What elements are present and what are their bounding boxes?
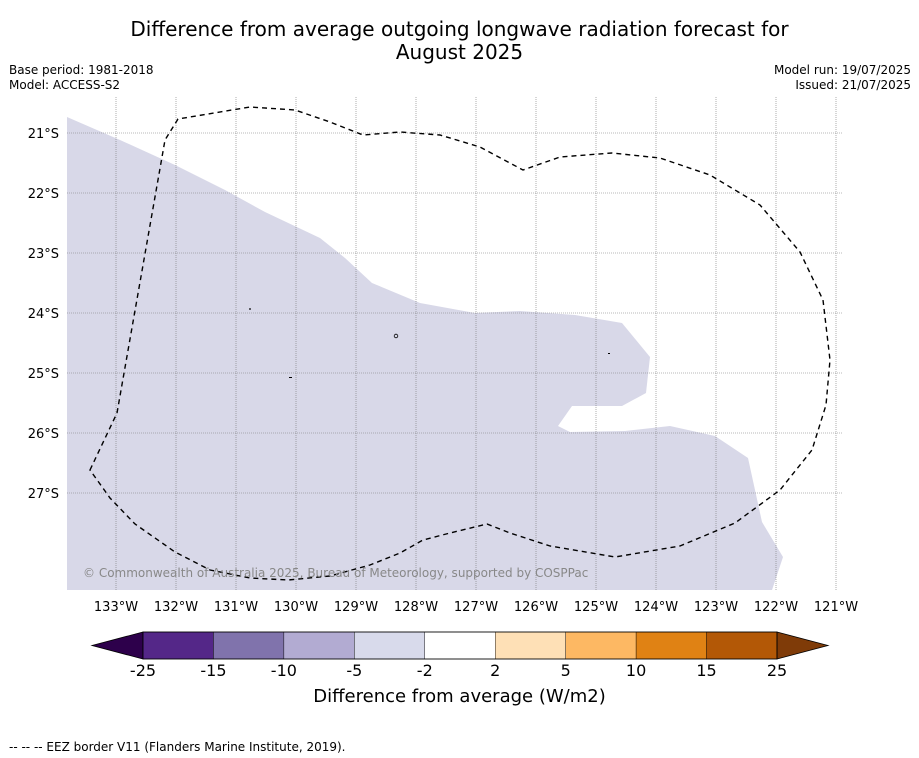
colorbar: [90, 631, 830, 660]
colorbar-bin: [424, 631, 496, 660]
chart-title-line-1: Difference from average outgoing longwav…: [130, 17, 789, 41]
eez-legend-footnote: -- -- -- EEZ border V11 (Flanders Marine…: [9, 740, 346, 754]
info-right: Model run: 19/07/2025 Issued: 21/07/2025: [774, 63, 911, 93]
map-artifacts: [249, 308, 610, 378]
latitude-label: 23°S: [28, 247, 59, 262]
colorbar-bin: [213, 631, 285, 660]
longitude-label: 127°W: [454, 600, 498, 615]
latitude-label: 27°S: [28, 487, 59, 502]
colorbar-tick-label: 5: [560, 661, 571, 680]
longitude-label: 125°W: [574, 600, 618, 615]
colorbar-bin: [635, 631, 707, 660]
colorbar-extend-low: [90, 631, 144, 660]
artifact-dash: [608, 353, 610, 354]
latitude-label: 22°S: [28, 187, 59, 202]
chart-title-line-2: August 2025: [395, 40, 524, 64]
colorbar-tick-label: 15: [696, 661, 717, 680]
colorbar-tick-label: 2: [490, 661, 501, 680]
colorbar-tick-label: -25: [129, 661, 157, 680]
longitude-label: 131°W: [214, 600, 258, 615]
model-text: Model: ACCESS-S2: [9, 78, 121, 92]
latitude-label: 25°S: [28, 367, 59, 382]
colorbar-tick-label: -5: [346, 661, 363, 680]
longitude-label: 124°W: [634, 600, 678, 615]
colorbar-bin: [706, 631, 778, 660]
colorbar-outline: [142, 631, 778, 660]
chart-title: Difference from average outgoing longwav…: [0, 18, 919, 64]
info-left: Base period: 1981-2018 Model: ACCESS-S2: [9, 63, 154, 93]
colorbar-title: Difference from average (W/m2): [313, 686, 606, 707]
longitude-label: 126°W: [514, 600, 558, 615]
longitude-label: 122°W: [754, 600, 798, 615]
base-period-text: Base period: 1981-2018: [9, 63, 154, 77]
longitude-label: 130°W: [274, 600, 318, 615]
longitude-label: 129°W: [334, 600, 378, 615]
anomaly-region: [67, 117, 783, 590]
colorbar-bin: [142, 631, 214, 660]
longitude-label: 133°W: [94, 600, 138, 615]
longitude-label: 128°W: [394, 600, 438, 615]
graticule: [67, 97, 843, 590]
artifact-ring: [393, 333, 399, 339]
colorbar-bin: [565, 631, 637, 660]
artifact-dot: [249, 308, 251, 310]
latitude-label: 21°S: [28, 127, 59, 142]
colorbar-tick-label: -15: [200, 661, 227, 680]
model-run-text: Model run: 19/07/2025: [773, 63, 911, 77]
map-area: © Commonwealth of Australia 2025, Bureau…: [67, 97, 843, 590]
colorbar-extend-high: [776, 631, 830, 660]
latitude-label: 26°S: [28, 427, 59, 442]
colorbar-bin: [283, 631, 355, 660]
longitude-label: 121°W: [814, 600, 858, 615]
issued-text: Issued: 21/07/2025: [795, 78, 911, 92]
longitude-axis: 133°W 132°W 131°W 130°W 129°W 128°W 127°W 126°W…: [94, 600, 858, 615]
colorbar-bin: [354, 631, 425, 660]
longitude-label: 132°W: [154, 600, 198, 615]
colorbar-tick-label: -2: [416, 661, 433, 680]
colorbar-tick-label: 25: [766, 661, 788, 680]
latitude-axis: 21°S 22°S 23°S 24°S 25°S 26°S 27°S: [28, 127, 59, 502]
colorbar-bin: [495, 631, 566, 660]
colorbar-tick-label: -10: [270, 661, 297, 680]
eez-border: [89, 106, 831, 581]
colorbar-tick-label: 10: [625, 661, 647, 680]
longitude-label: 123°W: [694, 600, 738, 615]
copyright-text: © Commonwealth of Australia 2025, Bureau…: [83, 566, 588, 580]
artifact-dash: [289, 377, 292, 378]
latitude-label: 24°S: [28, 307, 59, 322]
